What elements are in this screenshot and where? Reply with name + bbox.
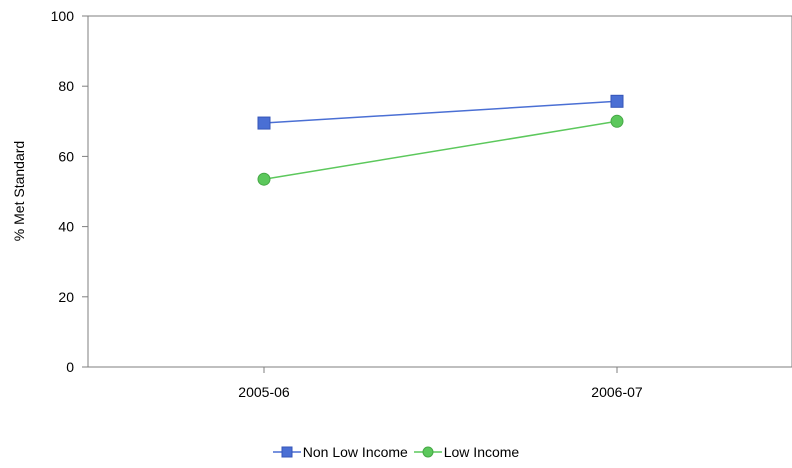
data-point-low-income [257, 172, 271, 186]
legend-label: Non Low Income [302, 444, 408, 460]
series-line-non-low-income [263, 100, 618, 124]
y-tick-label: 40 [58, 219, 74, 235]
x-tick-label: 2006-07 [591, 384, 643, 400]
legend-item-low-income: Low Income [413, 444, 520, 460]
line-chart: 0 20 40 60 80 100 2005-06 2006-07 % Met Standa… [11, 8, 792, 400]
data-point-non-low-income [610, 94, 624, 108]
x-axis: 2005-06 2006-07 [238, 367, 643, 400]
y-axis-title: % Met Standard [11, 141, 27, 241]
y-tick-label: 20 [58, 289, 74, 305]
y-tick-label: 60 [58, 148, 74, 164]
legend-swatch-square-icon [272, 446, 301, 458]
legend-label: Low Income [443, 444, 520, 460]
legend: Non Low Income Low Income [0, 444, 792, 461]
y-tick-label: 0 [66, 359, 74, 375]
series-layer [257, 94, 624, 186]
y-tick-label: 80 [58, 78, 74, 94]
data-point-non-low-income [257, 116, 271, 130]
y-tick-label: 100 [51, 8, 75, 24]
x-tick-label: 2005-06 [238, 384, 290, 400]
series-line-low-income [263, 120, 618, 180]
y-axis: 0 20 40 60 80 100 [51, 8, 88, 375]
plot-area [87, 15, 792, 368]
legend-item-non-low-income: Non Low Income [272, 444, 408, 460]
legend-swatch-circle-icon [413, 446, 442, 458]
data-point-low-income [610, 114, 624, 128]
